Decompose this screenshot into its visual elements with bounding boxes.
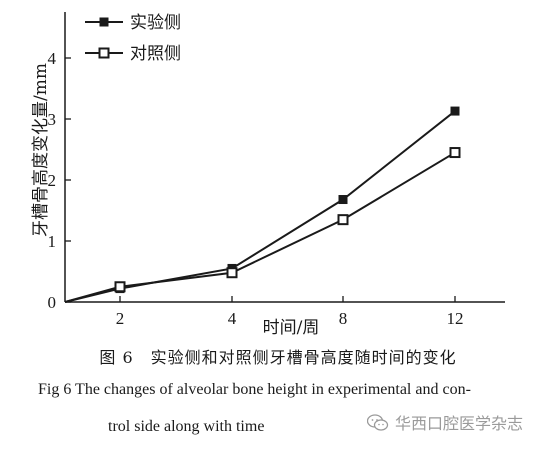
x-axis-label: 时间/周	[263, 318, 320, 338]
x-tick-label: 4	[228, 309, 237, 328]
y-tick-label: 1	[48, 232, 57, 251]
figure-caption-english-line2: trol side along with time	[108, 418, 265, 435]
data-point	[449, 147, 461, 159]
y-axis-label: 牙槽骨高度变化量/mm	[31, 63, 51, 237]
data-point	[226, 267, 238, 279]
y-tick-label: 2	[48, 171, 57, 190]
x-tick-label: 2	[116, 309, 125, 328]
figure-caption-english-line1: Fig 6 The changes of alveolar bone heigh…	[38, 381, 471, 398]
y-tick-label: 0	[48, 293, 57, 312]
watermark: 华西口腔医学杂志	[366, 410, 524, 436]
series-line	[64, 151, 456, 303]
series-2	[64, 147, 461, 303]
legend-marker	[98, 47, 110, 59]
data-point	[114, 281, 126, 293]
data-point	[450, 106, 460, 116]
y-tick-label: 3	[48, 110, 57, 129]
wechat-icon	[366, 413, 389, 436]
data-point	[337, 214, 349, 226]
legend-label: 对照侧	[130, 44, 181, 64]
chart-axes	[64, 12, 505, 303]
figure-caption-chinese: 图 6 实验侧和对照侧牙槽骨高度随时间的变化	[99, 348, 457, 367]
watermark-text: 华西口腔医学杂志	[395, 414, 524, 433]
series-line	[64, 110, 456, 303]
y-tick-label: 4	[48, 49, 57, 68]
data-point	[338, 195, 348, 205]
x-tick-label: 12	[447, 309, 464, 328]
x-tick-label: 8	[339, 309, 348, 328]
legend-marker	[99, 17, 109, 27]
chart-series	[64, 106, 461, 303]
series-1	[64, 106, 460, 303]
legend-label: 实验侧	[130, 13, 181, 33]
